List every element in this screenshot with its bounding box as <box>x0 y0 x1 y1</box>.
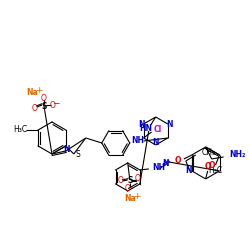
Text: HN: HN <box>139 124 152 134</box>
Text: O: O <box>32 104 38 112</box>
Text: O: O <box>41 94 47 102</box>
Text: N: N <box>166 120 173 128</box>
Text: N: N <box>138 120 145 128</box>
Text: S: S <box>127 176 132 186</box>
Text: Na: Na <box>26 88 38 96</box>
Text: N: N <box>64 146 70 154</box>
Text: NH₂: NH₂ <box>230 150 246 160</box>
Text: −: − <box>52 98 60 108</box>
Text: CH₃: CH₃ <box>202 148 216 158</box>
Text: H₃C: H₃C <box>208 166 222 175</box>
Text: NH: NH <box>131 136 144 145</box>
Text: O: O <box>204 162 211 172</box>
Text: N: N <box>152 138 159 147</box>
Text: NH: NH <box>152 164 165 172</box>
Text: H₃C: H₃C <box>13 126 27 134</box>
Text: +: + <box>133 192 140 202</box>
Text: O: O <box>135 174 141 184</box>
Text: Na: Na <box>124 194 136 203</box>
Text: S: S <box>76 150 80 160</box>
Text: N: N <box>186 166 192 175</box>
Text: O: O <box>50 100 56 110</box>
Text: N: N <box>162 160 169 168</box>
Text: O: O <box>174 156 181 166</box>
Text: +: + <box>35 86 43 94</box>
Text: Cl: Cl <box>154 126 162 134</box>
Text: S: S <box>41 102 47 110</box>
Text: O: O <box>118 176 124 186</box>
Text: O⁻: O⁻ <box>125 184 135 194</box>
Text: O: O <box>208 161 215 170</box>
